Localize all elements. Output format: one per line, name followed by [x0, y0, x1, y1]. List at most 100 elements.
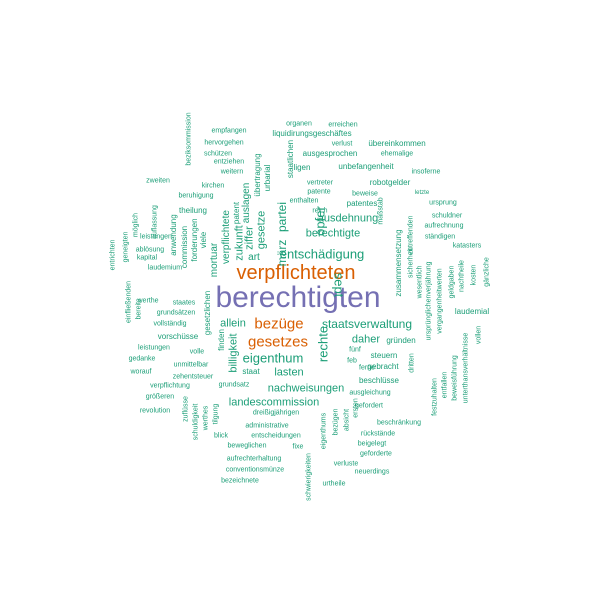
- cloud-word: patente: [307, 188, 331, 196]
- cloud-word: geneigten: [122, 231, 130, 263]
- cloud-word: kapital: [136, 254, 158, 262]
- cloud-word: conventionsmünze: [225, 466, 285, 474]
- cloud-word: allein: [220, 317, 246, 330]
- cloud-word: kosten: [470, 264, 478, 286]
- cloud-word: verlust: [331, 140, 353, 148]
- cloud-word: zusammensetzung: [394, 229, 403, 297]
- cloud-word: laudemium: [147, 264, 183, 272]
- cloud-word: worauf: [130, 368, 152, 376]
- cloud-word: ersten: [352, 398, 360, 418]
- cloud-word: urtheile: [322, 480, 346, 488]
- cloud-word: ständigen: [424, 233, 456, 241]
- cloud-word: grundsätzen: [156, 309, 196, 317]
- cloud-word: theilung: [178, 206, 208, 215]
- cloud-word: ausgesprochen: [302, 149, 358, 158]
- cloud-word: vorschüsse: [157, 332, 199, 341]
- cloud-word: ausgleichung: [349, 389, 391, 397]
- cloud-word: staatsverwaltung: [321, 317, 413, 331]
- cloud-word: geldgaben: [448, 265, 456, 299]
- cloud-word: ursprünglichenverjährung: [425, 261, 433, 341]
- cloud-word: aufrechnung: [424, 222, 464, 230]
- cloud-word: feb: [347, 357, 357, 365]
- cloud-word: mortuar: [209, 242, 220, 278]
- cloud-word: staat: [242, 367, 260, 376]
- cloud-word: beweisführung: [451, 355, 459, 401]
- cloud-word: gesetzlichen: [203, 290, 212, 336]
- cloud-word: grundsatz: [218, 381, 250, 389]
- cloud-word: commission: [180, 225, 189, 269]
- cloud-word: ehemalige: [380, 150, 414, 158]
- cloud-word: vollständig: [153, 320, 187, 328]
- cloud-word: patent: [232, 201, 241, 225]
- cloud-word: geforderte: [360, 450, 392, 458]
- cloud-word: berechtigte: [305, 227, 361, 240]
- cloud-word: größeren: [145, 393, 175, 401]
- cloud-word: steuern: [370, 351, 398, 360]
- cloud-word: ligen: [293, 163, 311, 172]
- cloud-word: einfließenden: [125, 280, 133, 324]
- cloud-word: beschränkung: [377, 419, 421, 427]
- cloud-word: verpflichtung: [150, 382, 190, 390]
- cloud-word: liquidirungsgeschäftes: [272, 129, 352, 138]
- cloud-word: verluste: [333, 460, 359, 468]
- cloud-word: beziksommission: [185, 112, 193, 166]
- cloud-word: gedanke: [128, 355, 156, 363]
- cloud-word: nachtheile: [458, 260, 466, 292]
- cloud-word: übertragung: [253, 153, 262, 197]
- cloud-word: insoferne: [411, 168, 441, 176]
- cloud-word: laudemial: [454, 307, 490, 316]
- cloud-word: landescommission: [228, 396, 320, 409]
- cloud-word: verpflichteten: [236, 262, 356, 284]
- cloud-word: daher: [351, 333, 381, 346]
- cloud-word: gründen: [386, 336, 416, 345]
- cloud-word: rückstände: [360, 430, 396, 438]
- cloud-word: entrichten: [109, 239, 117, 271]
- cloud-word: beschlüsse: [358, 376, 400, 385]
- cloud-word: beruhigung: [178, 192, 214, 200]
- cloud-word: dreißigjährigen: [252, 409, 300, 417]
- cloud-word: werthes: [202, 405, 210, 431]
- cloud-word: beweglichen: [227, 442, 267, 450]
- cloud-word: kirchen: [201, 182, 225, 190]
- cloud-word: vergangenheitwerten: [436, 268, 444, 334]
- cloud-word: bezügen: [332, 408, 340, 436]
- cloud-word: art: [248, 252, 260, 263]
- cloud-word: revolution: [139, 407, 171, 415]
- cloud-word: partei: [275, 201, 289, 233]
- cloud-word: eigenthums: [320, 412, 328, 450]
- cloud-word: organen: [286, 120, 312, 128]
- cloud-word: robotgelder: [369, 178, 411, 187]
- cloud-word: gesetzes: [247, 333, 309, 351]
- cloud-word: schuldner: [431, 212, 463, 220]
- cloud-word: tilgung: [212, 403, 220, 425]
- cloud-word: zweiten: [146, 177, 170, 185]
- cloud-word: staatlichen: [286, 139, 295, 179]
- cloud-word: sept: [331, 272, 347, 298]
- cloud-word: empfangen: [211, 127, 247, 135]
- cloud-word: gesetze: [255, 210, 268, 250]
- cloud-word: wesentlich: [416, 265, 424, 299]
- cloud-word: letzte: [414, 190, 430, 196]
- cloud-word: ausdehnung: [317, 212, 379, 225]
- cloud-word: entscheidungen: [251, 432, 301, 440]
- cloud-word: schwierigkeiten: [305, 453, 313, 501]
- cloud-word: eigenthum: [242, 350, 304, 366]
- cloud-word: ursprung: [429, 199, 457, 207]
- cloud-word: ziffer: [243, 226, 256, 250]
- cloud-word: maßstab: [377, 197, 385, 225]
- cloud-word: hervorgehen: [204, 139, 244, 147]
- cloud-word: zehentsteuer: [172, 373, 214, 381]
- cloud-word: schützen: [203, 150, 233, 158]
- cloud-word: märz: [275, 239, 289, 267]
- cloud-word: staates: [172, 299, 196, 307]
- cloud-word: berechtigten: [215, 281, 381, 314]
- cloud-word: unterthansverhältnisse: [462, 332, 470, 404]
- cloud-word: verpflichtete: [221, 210, 232, 264]
- cloud-word: absicht: [343, 408, 351, 432]
- cloud-word: volle: [189, 348, 205, 356]
- cloud-word: schuldigkeit: [192, 403, 200, 441]
- cloud-word: entfallen: [441, 371, 449, 399]
- cloud-word: bezeichnete: [221, 477, 259, 485]
- cloud-word: übereinkommen: [368, 139, 426, 148]
